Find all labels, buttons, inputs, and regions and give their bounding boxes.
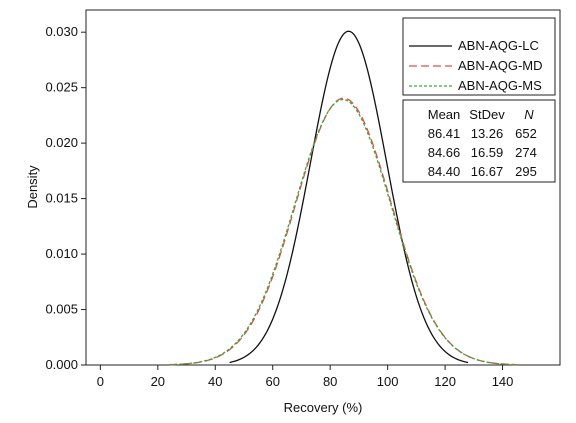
x-tick-label: 100 bbox=[377, 374, 399, 389]
y-axis-title: Density bbox=[25, 165, 40, 209]
x-tick-label: 0 bbox=[97, 374, 104, 389]
stats-header-stdev: StDev bbox=[469, 107, 505, 122]
y-tick-label: 0.010 bbox=[45, 246, 78, 261]
y-tick-label: 0.020 bbox=[45, 135, 78, 150]
series-line-abn-aqg-lc bbox=[229, 30, 469, 364]
y-tick-label: 0.005 bbox=[45, 302, 78, 317]
y-tick-label: 0.015 bbox=[45, 191, 78, 206]
stats-cell-md-mean: 84.66 bbox=[428, 145, 461, 160]
stats-cell-ms-stdev: 16.67 bbox=[471, 164, 504, 179]
y-tick-label: 0.030 bbox=[45, 24, 78, 39]
series-line-abn-aqg-md bbox=[169, 97, 517, 366]
y-tick-label: 0.025 bbox=[45, 80, 78, 95]
series-line-abn-aqg-ms bbox=[169, 98, 517, 366]
y-axis: 0.000 0.005 0.010 0.015 0.020 0.025 0.030 bbox=[45, 24, 86, 372]
legend-label-lc: ABN-AQG-LC bbox=[458, 38, 539, 53]
legend-label-ms: ABN-AQG-MS bbox=[458, 78, 542, 93]
stats-cell-ms-n: 295 bbox=[515, 164, 537, 179]
stats-header-n: N bbox=[524, 107, 534, 122]
stats-box bbox=[402, 99, 556, 183]
stats-cell-md-stdev: 16.59 bbox=[471, 145, 504, 160]
x-tick-label: 60 bbox=[265, 374, 279, 389]
x-axis: 0 20 40 60 80 100 120 140 bbox=[97, 365, 514, 389]
x-axis-title: Recovery (%) bbox=[284, 400, 363, 415]
stats-cell-lc-mean: 86.41 bbox=[428, 126, 461, 141]
stats-cell-ms-mean: 84.40 bbox=[428, 164, 461, 179]
x-tick-label: 140 bbox=[492, 374, 514, 389]
legend: ABN-AQG-LC ABN-AQG-MD ABN-AQG-MS bbox=[402, 17, 556, 96]
x-tick-label: 120 bbox=[434, 374, 456, 389]
legend-box bbox=[402, 17, 556, 96]
stats-table: Mean StDev N 86.41 13.26 652 84.66 16.59… bbox=[402, 99, 556, 183]
stats-header-mean: Mean bbox=[428, 107, 461, 122]
legend-label-md: ABN-AQG-MD bbox=[458, 58, 543, 73]
x-tick-label: 40 bbox=[208, 374, 222, 389]
x-tick-label: 80 bbox=[323, 374, 337, 389]
y-tick-label: 0.000 bbox=[45, 357, 78, 372]
stats-cell-md-n: 274 bbox=[515, 145, 537, 160]
plot-frame bbox=[85, 9, 561, 366]
x-tick-label: 20 bbox=[151, 374, 165, 389]
stats-cell-lc-n: 652 bbox=[515, 126, 537, 141]
stats-cell-lc-stdev: 13.26 bbox=[471, 126, 504, 141]
series-curves bbox=[169, 30, 517, 366]
